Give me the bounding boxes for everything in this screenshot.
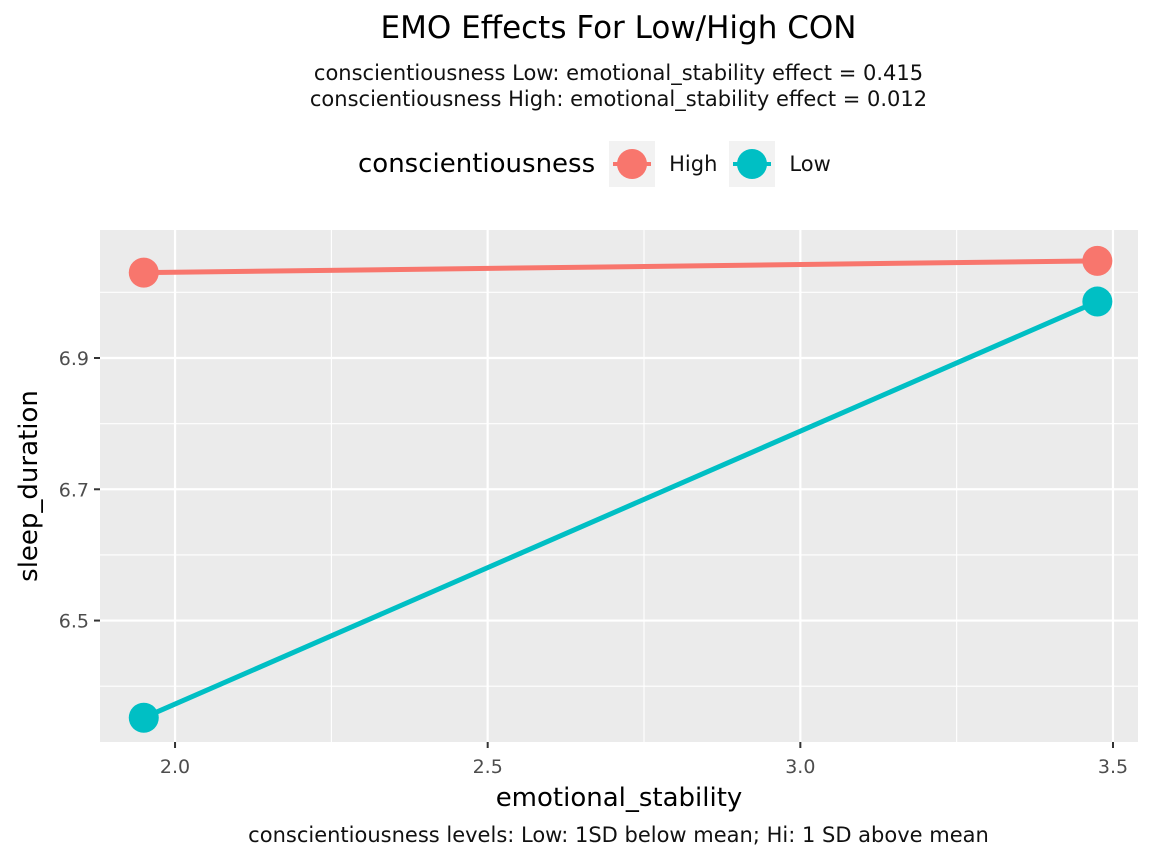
- legend-key-high: [609, 141, 656, 187]
- series-line-high: [143, 258, 1098, 276]
- x-tick-label: 3.0: [785, 756, 815, 778]
- series-point-high: [1082, 245, 1113, 276]
- y-tick-label: 6.9: [59, 348, 89, 370]
- y-tick-label: 6.5: [59, 611, 89, 633]
- plot-panel: [100, 230, 1138, 742]
- x-axis-label: emotional_stability: [496, 783, 743, 813]
- chart-title: EMO Effects For Low/High CON: [380, 10, 857, 46]
- series-point-high: [128, 257, 159, 288]
- x-tick-label: 3.5: [1098, 756, 1128, 778]
- series-line-low: [142, 299, 1099, 721]
- chart-subtitle-line-1: conscientiousness Low: emotional_stabili…: [313, 61, 924, 85]
- x-tick-label: 2.5: [473, 756, 503, 778]
- y-axis-label: sleep_duration: [14, 390, 44, 582]
- x-tick-label: 2.0: [160, 756, 190, 778]
- legend-key-low: [729, 141, 776, 187]
- chart-subtitle-line-2: conscientiousness High: emotional_stabil…: [309, 87, 928, 111]
- series-layer: [128, 245, 1113, 733]
- legend-title: conscientiousness: [358, 149, 596, 179]
- legend-label-high: High: [669, 152, 718, 176]
- series-point-low: [128, 702, 159, 733]
- y-tick-label: 6.7: [59, 479, 89, 501]
- legend: conscientiousness High Low: [358, 141, 843, 187]
- legend-key-low-dot: [737, 149, 768, 179]
- legend-label-low: Low: [789, 152, 831, 176]
- axes: 2.0 2.5 3.0 3.5 6.5 6.7 6.9: [59, 348, 1128, 778]
- legend-key-high-dot: [617, 149, 648, 179]
- chart-caption: conscientiousness levels: Low: 1SD below…: [248, 823, 989, 847]
- series-point-low: [1082, 286, 1113, 317]
